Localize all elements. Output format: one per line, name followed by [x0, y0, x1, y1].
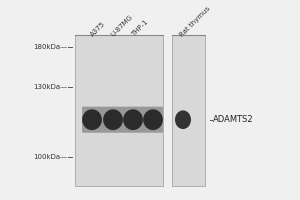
Ellipse shape: [82, 109, 102, 130]
Text: ADAMTS2: ADAMTS2: [213, 115, 254, 124]
Ellipse shape: [103, 109, 123, 130]
Bar: [75, 35, 163, 186]
Text: 130kDa—: 130kDa—: [33, 84, 67, 90]
Ellipse shape: [175, 110, 191, 129]
Text: 180kDa—: 180kDa—: [33, 44, 67, 50]
Ellipse shape: [123, 109, 143, 130]
Text: A375: A375: [90, 20, 107, 38]
Bar: [172, 35, 205, 186]
Text: 100kDa—: 100kDa—: [33, 154, 67, 160]
Text: U-87MG: U-87MG: [110, 13, 134, 38]
Text: Rat thymus: Rat thymus: [179, 5, 211, 38]
Text: THP-1: THP-1: [131, 19, 149, 38]
Ellipse shape: [143, 109, 163, 130]
FancyBboxPatch shape: [82, 107, 163, 133]
